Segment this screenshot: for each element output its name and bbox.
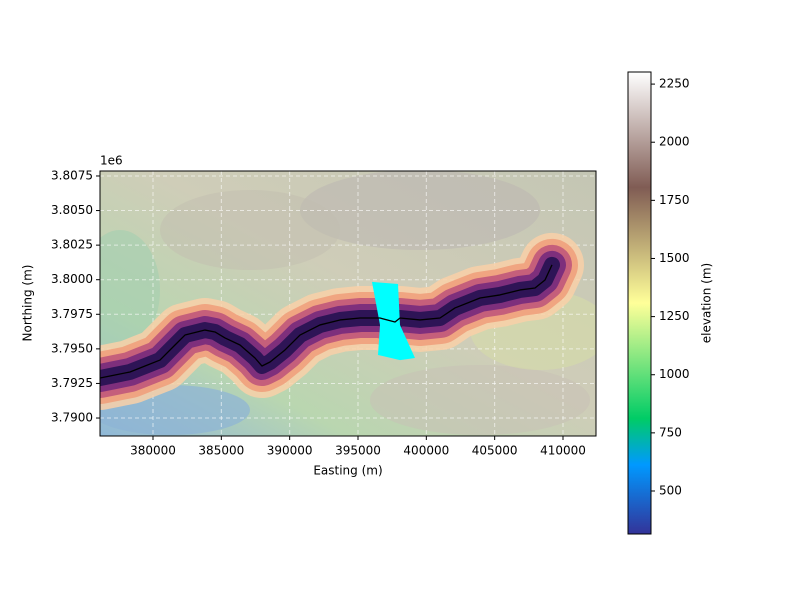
colorbar [627,71,652,535]
y-tick-label: 3.8000 [51,272,93,286]
y-tick-label: 3.8075 [51,168,93,182]
x-label: Easting (m) [313,464,382,478]
x-tick-label: 405000 [472,444,518,458]
colorbar-tick-label: 1750 [659,193,690,207]
colorbar-tick-label: 1000 [659,367,690,381]
ticks: 380000 385000 390000 395000 400000 405000 4100… [51,77,690,498]
colorbar-label: elevation (m) [700,263,714,343]
colorbar-tick-label: 1500 [659,251,690,265]
colorbar-tick-label: 1250 [659,309,690,323]
y-tick-label: 3.7975 [51,307,93,321]
y-label: Northing (m) [21,265,35,342]
x-tick-label: 395000 [335,444,381,458]
x-tick-label: 410000 [540,444,586,458]
x-tick-label: 385000 [198,444,244,458]
axes-frame [99,170,597,437]
y-tick-label: 3.7900 [51,411,93,425]
x-tick-label: 380000 [130,444,176,458]
colorbar-tick-label: 750 [659,425,682,439]
x-tick-label: 390000 [267,444,313,458]
x-tick-label: 400000 [403,444,449,458]
y-offset: 1e6 [100,154,123,168]
colorbar-tick-label: 2000 [659,135,690,149]
river-line [100,264,553,379]
y-tick-label: 3.8050 [51,203,93,217]
y-tick-label: 3.8025 [51,238,93,252]
colorbar-tick-label: 2250 [659,77,690,91]
colorbar-tick-label: 500 [659,483,682,497]
marks [100,264,553,379]
y-tick-label: 3.7950 [51,341,93,355]
y-tick-label: 3.7925 [51,376,93,390]
